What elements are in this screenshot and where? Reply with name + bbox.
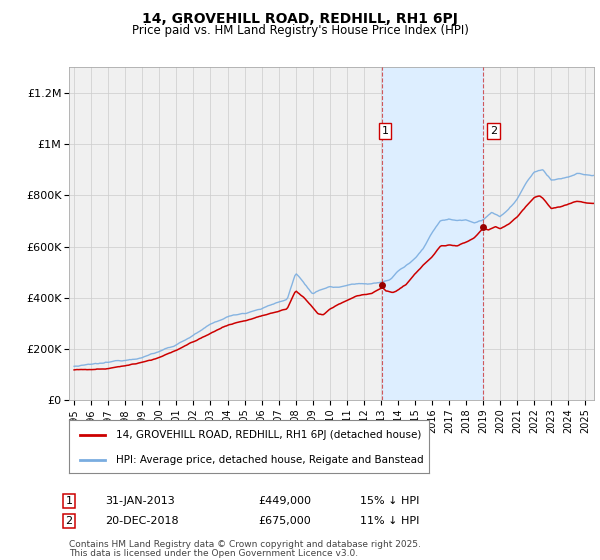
- Text: 1: 1: [382, 126, 388, 136]
- Text: 31-JAN-2013: 31-JAN-2013: [105, 496, 175, 506]
- Text: 1: 1: [65, 496, 73, 506]
- Text: Price paid vs. HM Land Registry's House Price Index (HPI): Price paid vs. HM Land Registry's House …: [131, 24, 469, 36]
- Text: 14, GROVEHILL ROAD, REDHILL, RH1 6PJ: 14, GROVEHILL ROAD, REDHILL, RH1 6PJ: [142, 12, 458, 26]
- Text: 14, GROVEHILL ROAD, REDHILL, RH1 6PJ (detached house): 14, GROVEHILL ROAD, REDHILL, RH1 6PJ (de…: [116, 430, 421, 440]
- Text: 15% ↓ HPI: 15% ↓ HPI: [360, 496, 419, 506]
- Text: £675,000: £675,000: [258, 516, 311, 526]
- Text: £449,000: £449,000: [258, 496, 311, 506]
- Text: 11% ↓ HPI: 11% ↓ HPI: [360, 516, 419, 526]
- Bar: [382, 67, 483, 400]
- Text: 20-DEC-2018: 20-DEC-2018: [105, 516, 179, 526]
- Text: 2: 2: [65, 516, 73, 526]
- Text: Contains HM Land Registry data © Crown copyright and database right 2025.: Contains HM Land Registry data © Crown c…: [69, 540, 421, 549]
- Text: This data is licensed under the Open Government Licence v3.0.: This data is licensed under the Open Gov…: [69, 549, 358, 558]
- Text: 2: 2: [490, 126, 497, 136]
- Text: HPI: Average price, detached house, Reigate and Banstead: HPI: Average price, detached house, Reig…: [116, 455, 424, 465]
